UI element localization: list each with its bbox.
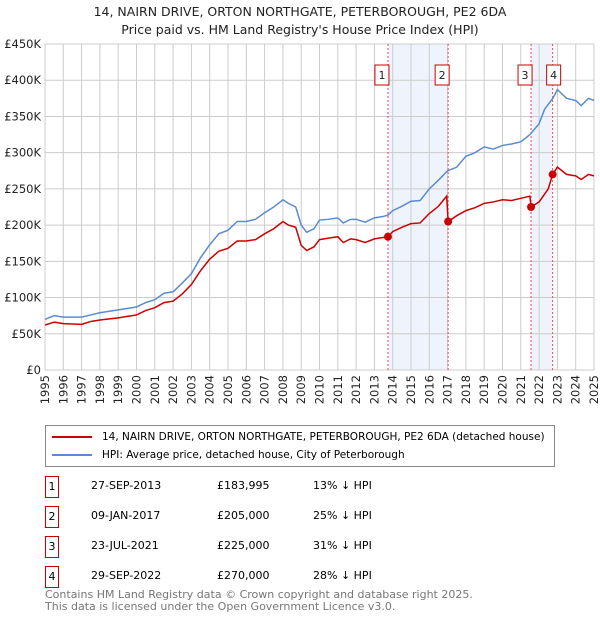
sale-hpi-diff: 31% ↓ HPI <box>313 539 372 552</box>
plot-border <box>44 43 595 371</box>
y-tick-label: £250K <box>4 182 41 196</box>
legend-swatch-red <box>52 436 92 438</box>
sale-date: 09-JAN-2017 <box>91 509 161 522</box>
x-tick-label: 1999 <box>111 375 125 404</box>
property-price-line <box>44 166 595 326</box>
x-tick-label: 2020 <box>496 375 510 404</box>
x-tick-label: 2004 <box>203 375 217 404</box>
sale-point <box>548 170 557 179</box>
sale-point <box>383 232 392 241</box>
legend-label: 14, NAIRN DRIVE, ORTON NORTHGATE, PETERB… <box>102 431 545 443</box>
x-tick-label: 1995 <box>38 375 52 404</box>
sale-number-badge: 3 <box>45 536 59 558</box>
legend-item-property: 14, NAIRN DRIVE, ORTON NORTHGATE, PETERB… <box>52 429 545 445</box>
x-tick-label: 2003 <box>184 375 198 404</box>
chart-title: 14, NAIRN DRIVE, ORTON NORTHGATE, PETERB… <box>93 4 507 19</box>
sale-hpi-diff: 28% ↓ HPI <box>313 569 372 582</box>
x-tick-label: 2009 <box>294 375 308 404</box>
x-tick-label: 1996 <box>56 375 70 404</box>
shaded-period <box>531 44 553 370</box>
x-tick-label: 2019 <box>477 375 491 404</box>
sale-number-badge: 4 <box>45 566 59 588</box>
sale-badge <box>546 64 562 86</box>
footer-line: Contains HM Land Registry data © Crown c… <box>45 588 473 601</box>
y-tick-label: £200K <box>4 218 41 232</box>
legend-item-hpi: HPI: Average price, detached house, City… <box>52 447 405 463</box>
x-tick-label: 2001 <box>148 375 162 404</box>
sale-badge-label: 1 <box>378 69 385 82</box>
sale-date: 27-SEP-2013 <box>91 479 162 492</box>
x-tick-label: 2016 <box>422 375 436 404</box>
sale-point <box>527 203 536 211</box>
x-tick-label: 2021 <box>514 375 528 404</box>
x-tick-label: 2005 <box>221 375 235 404</box>
y-tick-label: £50K <box>12 327 42 341</box>
y-tick-label: £350K <box>4 109 41 123</box>
x-tick-label: 2017 <box>441 375 455 404</box>
sale-date: 29-SEP-2022 <box>91 569 162 582</box>
sale-hpi-diff: 25% ↓ HPI <box>313 509 372 522</box>
x-tick-label: 2025 <box>587 375 600 404</box>
legend: 14, NAIRN DRIVE, ORTON NORTHGATE, PETERB… <box>45 425 555 467</box>
hpi-line <box>44 88 595 320</box>
y-tick-label: £100K <box>4 291 41 305</box>
y-tick-label: £0 <box>26 363 41 377</box>
x-tick-label: 2015 <box>404 375 418 404</box>
sale-row: 1 27-SEP-2013 £183,995 13% ↓ HPI <box>45 476 445 498</box>
sale-row: 3 23-JUL-2021 £225,000 31% ↓ HPI <box>45 536 445 558</box>
sale-price: £270,000 <box>217 569 270 582</box>
sale-row: 4 29-SEP-2022 £270,000 28% ↓ HPI <box>45 566 445 588</box>
x-tick-label: 2014 <box>386 375 400 404</box>
y-tick-label: £450K <box>4 37 41 51</box>
x-tick-label: 2011 <box>331 375 345 404</box>
sale-badge-label: 4 <box>550 69 557 82</box>
sale-row: 2 09-JAN-2017 £205,000 25% ↓ HPI <box>45 506 445 528</box>
sale-badge <box>374 64 390 86</box>
sale-badge <box>434 64 450 86</box>
sale-number-badge: 2 <box>45 506 59 528</box>
x-tick-label: 2022 <box>532 375 546 404</box>
y-tick-label: £150K <box>4 254 41 268</box>
x-tick-label: 1997 <box>75 375 89 404</box>
price-chart: £0 £50K £100K £150K £200K £250K £300K £350K £400… <box>4 37 600 404</box>
sale-price: £225,000 <box>217 539 270 552</box>
chart-subtitle: Price paid vs. HM Land Registry's House … <box>121 22 479 37</box>
x-tick-label: 2018 <box>459 375 473 404</box>
x-tick-label: 2007 <box>258 375 272 404</box>
sale-hpi-diff: 13% ↓ HPI <box>313 479 372 492</box>
sale-price: £183,995 <box>217 479 270 492</box>
x-tick-label: 2000 <box>130 375 144 404</box>
sale-price: £205,000 <box>217 509 270 522</box>
legend-label: HPI: Average price, detached house, City… <box>102 449 405 461</box>
sale-number-badge: 1 <box>45 476 59 498</box>
sale-badge-label: 3 <box>522 69 529 82</box>
x-tick-label: 2012 <box>349 375 363 404</box>
shaded-period <box>387 44 449 370</box>
x-tick-label: 1998 <box>93 375 107 404</box>
legend-swatch-blue <box>52 454 92 456</box>
y-tick-label: £400K <box>4 73 41 87</box>
x-tick-label: 2010 <box>313 375 327 404</box>
y-tick-label: £300K <box>4 146 41 160</box>
footer-line: This data is licensed under the Open Gov… <box>45 600 396 613</box>
footer: Contains HM Land Registry data © Crown c… <box>45 589 473 613</box>
sale-point <box>444 217 453 226</box>
x-tick-label: 2013 <box>367 375 381 404</box>
x-tick-label: 2006 <box>239 375 253 404</box>
sale-badge <box>517 64 533 86</box>
x-tick-label: 2008 <box>276 375 290 404</box>
sale-badge-label: 2 <box>439 69 446 82</box>
x-tick-label: 2023 <box>550 375 564 404</box>
sale-date: 23-JUL-2021 <box>91 539 159 552</box>
x-tick-label: 2002 <box>166 375 180 404</box>
x-tick-label: 2024 <box>569 375 583 404</box>
